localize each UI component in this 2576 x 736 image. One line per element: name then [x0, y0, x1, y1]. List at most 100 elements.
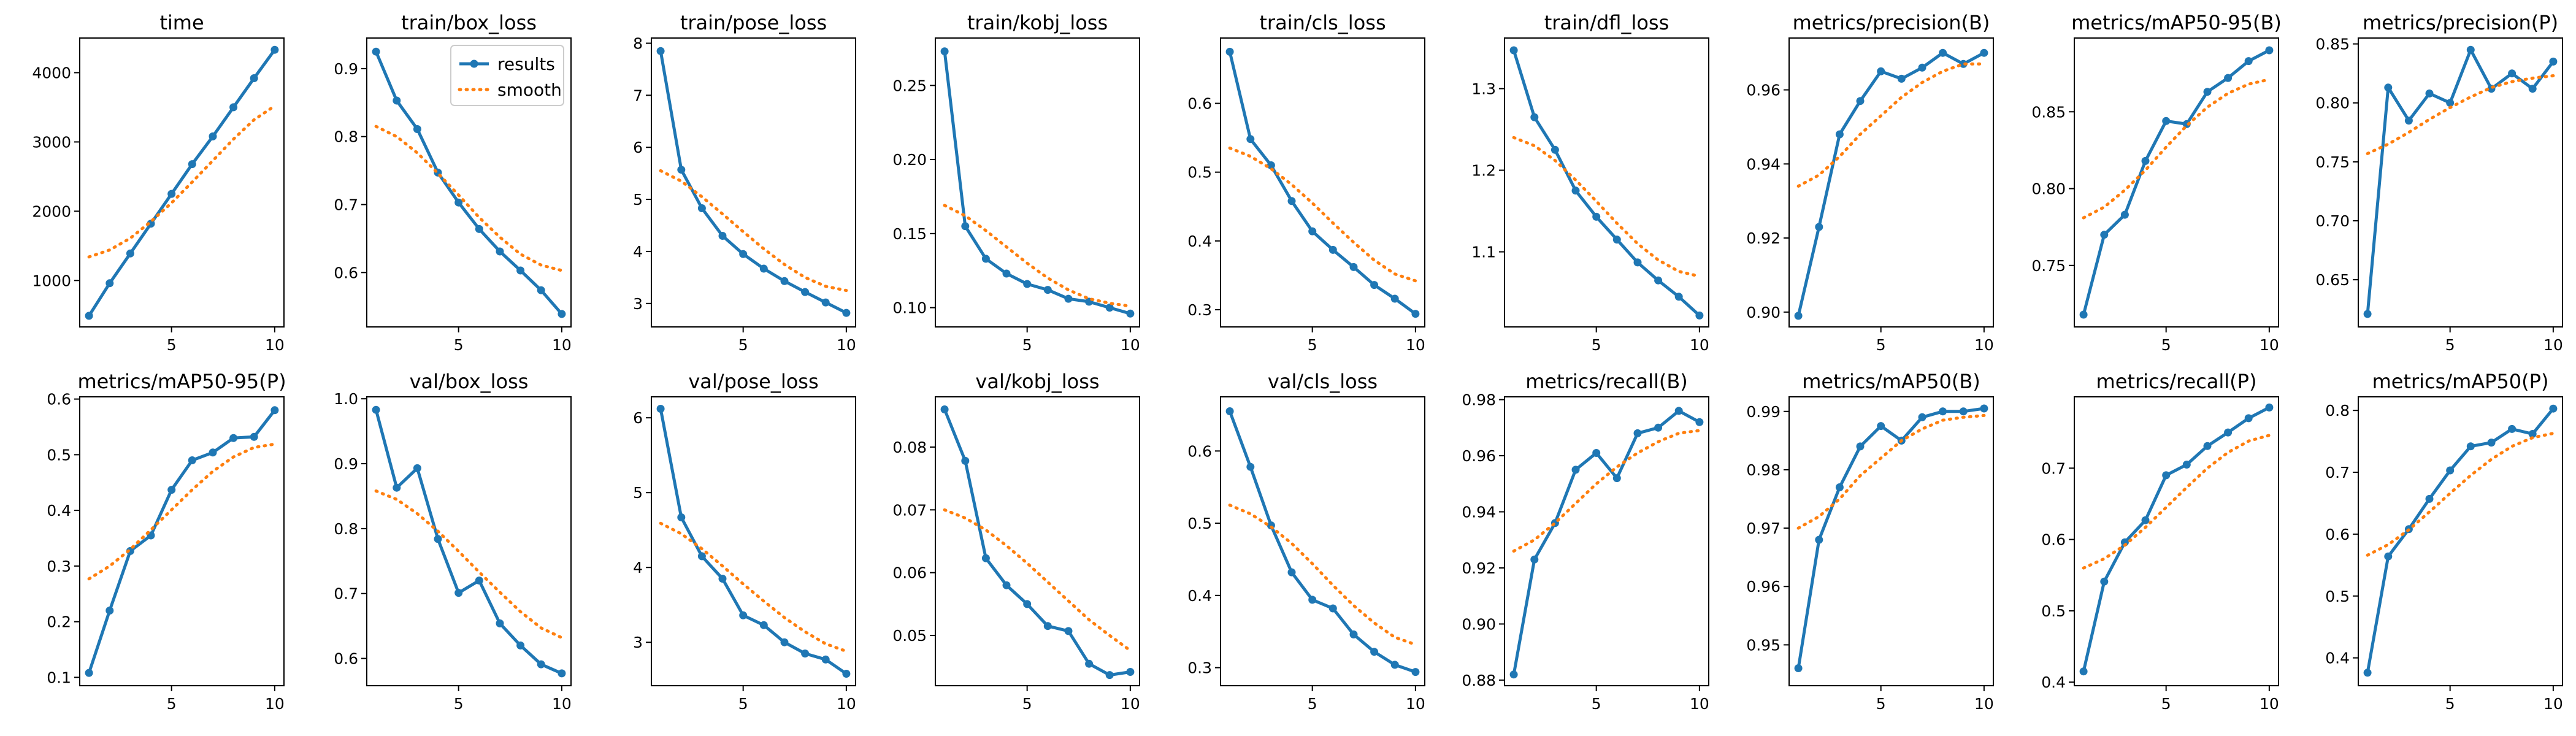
- subplot-metrics-map50-95-p: metrics/mAP50-95(P) 0.1 0.2 0.3 0.4 0.5 0.6 5 10: [47, 370, 286, 713]
- y-tick-label: 3000: [32, 133, 71, 151]
- data-point: [1959, 407, 1968, 416]
- data-point: [697, 204, 706, 212]
- x-tick-label: 5: [167, 336, 177, 354]
- data-point: [821, 298, 830, 307]
- y-tick-label: 0.7: [2041, 459, 2066, 477]
- data-point: [413, 125, 421, 133]
- data-point: [1328, 245, 1337, 254]
- data-point: [1509, 670, 1518, 679]
- subplot-title: train/box_loss: [401, 11, 537, 34]
- data-point: [940, 405, 949, 413]
- y-tick-label: 0.20: [892, 151, 927, 169]
- data-point: [2120, 210, 2129, 219]
- series-smooth-line: [1228, 504, 1417, 646]
- legend: results smooth: [450, 45, 564, 106]
- series-results-line: [2366, 407, 2555, 673]
- data-point: [393, 483, 401, 492]
- subplot-val-cls-loss: val/cls_loss 0.3 0.4 0.5 0.6 5 10: [1187, 370, 1425, 713]
- x-tick-label: 10: [2260, 336, 2279, 354]
- y-tick-label: 0.5: [2041, 602, 2066, 620]
- plot-frame: [935, 37, 1140, 328]
- data-point: [2141, 156, 2150, 165]
- subplot-val-box-loss: val/box_loss 0.6 0.7 0.8 0.9 1.0 5 10: [334, 370, 572, 713]
- data-point: [454, 198, 463, 207]
- x-tick-label: 5: [738, 695, 748, 713]
- subplot-train-kobj-loss: train/kobj_loss 0.10 0.15 0.20 0.25 5 10: [892, 11, 1140, 354]
- subplot-title: metrics/mAP50-95(P): [77, 370, 286, 393]
- data-point: [1856, 97, 1865, 105]
- y-tick-label: 0.5: [2325, 588, 2350, 605]
- data-point: [1064, 627, 1073, 635]
- y-tick-label: 0.98: [1746, 461, 1781, 479]
- data-point: [759, 621, 768, 629]
- data-point: [961, 222, 970, 231]
- series-results-line: [1228, 410, 1416, 673]
- data-point: [677, 513, 686, 521]
- data-point: [2466, 45, 2475, 54]
- subplot-train-box-loss: train/box_loss 0.6 0.7 0.8 0.9 5 10 results smoo…: [334, 11, 572, 354]
- data-point: [1592, 212, 1601, 221]
- data-point: [1043, 622, 1052, 631]
- series-results-line: [1228, 51, 1417, 315]
- data-point: [393, 96, 401, 105]
- data-point: [1897, 74, 1906, 83]
- x-tick-label: 5: [167, 695, 177, 713]
- y-tick-label: 0.75: [2031, 257, 2066, 275]
- y-tick-label: 6: [633, 409, 643, 427]
- x-tick-label: 5: [1022, 695, 1032, 713]
- plot-frame: [79, 396, 285, 686]
- series-results-line: [1796, 407, 1985, 669]
- y-tick-label: 0.97: [1746, 519, 1781, 537]
- x-tick-label: 5: [1308, 336, 1317, 354]
- data-point: [842, 309, 851, 317]
- subplot-title: val/pose_loss: [688, 370, 818, 393]
- y-tick-label: 2000: [32, 202, 71, 220]
- legend-results-marker: [470, 59, 478, 68]
- data-point: [1023, 600, 1032, 608]
- data-point: [270, 45, 279, 54]
- x-tick-label: 5: [2161, 336, 2171, 354]
- data-point: [1939, 48, 1947, 57]
- series-smooth-line: [1228, 146, 1417, 283]
- data-point: [2363, 669, 2372, 677]
- data-point: [537, 660, 545, 669]
- series-smooth-line: [374, 489, 564, 640]
- data-point: [1612, 236, 1621, 244]
- data-point: [250, 432, 258, 441]
- data-point: [2508, 424, 2517, 433]
- x-tick-label: 5: [2161, 695, 2171, 713]
- data-point: [270, 406, 279, 415]
- y-tick-label: 0.92: [1746, 229, 1781, 247]
- data-point: [516, 641, 525, 650]
- data-point: [2244, 414, 2253, 423]
- x-tick-label: 10: [1121, 695, 1140, 713]
- data-point: [759, 264, 768, 273]
- data-point: [2244, 57, 2253, 66]
- y-tick-label: 0.94: [1746, 155, 1781, 173]
- data-point: [981, 554, 990, 562]
- y-tick-label: 0.95: [1746, 636, 1781, 654]
- data-point: [1064, 294, 1073, 303]
- data-point: [1043, 286, 1052, 294]
- series-results-line: [659, 408, 848, 675]
- data-point: [85, 669, 93, 677]
- y-tick-label: 0.15: [892, 225, 927, 243]
- series-smooth-line: [1512, 136, 1701, 278]
- y-tick-label: 0.96: [1746, 82, 1781, 99]
- y-tick-label: 0.88: [1462, 672, 1496, 689]
- series-smooth-line: [87, 104, 277, 259]
- y-tick-label: 5: [633, 484, 643, 502]
- subplot-title: metrics/mAP50(B): [1802, 370, 1980, 393]
- y-tick-label: 0.3: [1187, 301, 1212, 319]
- data-point: [537, 286, 545, 294]
- data-point: [1002, 269, 1011, 278]
- y-tick-label: 0.6: [47, 391, 71, 408]
- x-tick-label: 10: [2543, 336, 2563, 354]
- data-point: [2528, 85, 2537, 93]
- data-point: [1390, 294, 1399, 303]
- subplot-title: val/box_loss: [410, 370, 529, 393]
- x-tick-label: 10: [552, 336, 572, 354]
- y-tick-label: 0.96: [1746, 578, 1781, 596]
- data-point: [2203, 442, 2212, 450]
- legend-smooth-label: smooth: [497, 80, 562, 100]
